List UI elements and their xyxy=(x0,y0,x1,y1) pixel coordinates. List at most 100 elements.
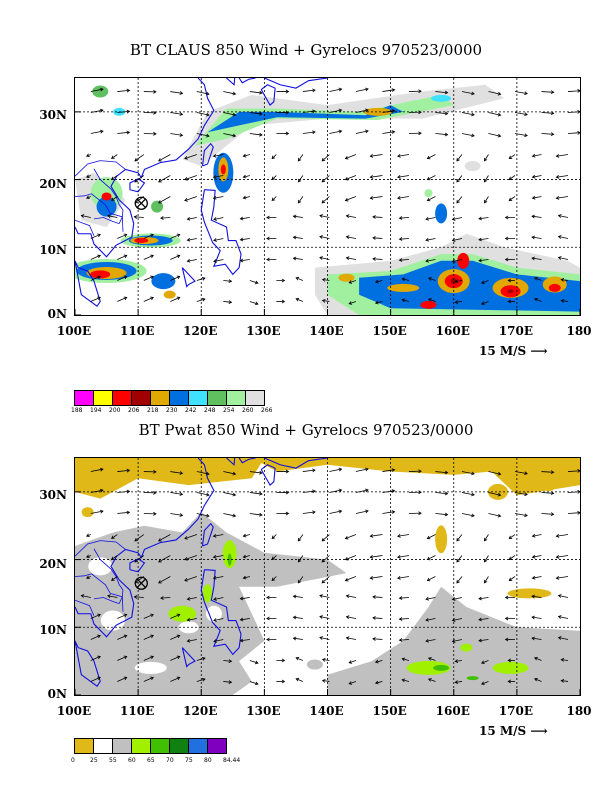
wind-arrow xyxy=(428,657,436,661)
wind-arrow xyxy=(397,534,409,537)
wind-arrow-head xyxy=(550,470,555,475)
wind-arrow xyxy=(329,109,342,113)
wind-arrow-head xyxy=(97,613,101,618)
wind-arrow-head xyxy=(534,276,538,281)
wind-arrow-head xyxy=(478,216,482,221)
wind-arrow-head xyxy=(401,657,406,662)
wind-arrow-head xyxy=(338,108,343,113)
wind-arrow-head xyxy=(372,257,376,261)
wind-arrow xyxy=(143,297,154,302)
wind-arrow-head xyxy=(454,300,459,304)
wind-arrow-head xyxy=(483,178,488,183)
wind-arrow-head xyxy=(348,660,353,664)
wind-arrow-head xyxy=(391,510,396,514)
wind-arrow-head xyxy=(254,681,259,686)
wind-arrow-head xyxy=(271,197,276,202)
wind-arrow xyxy=(196,471,210,475)
wind-arrow xyxy=(541,471,554,473)
colorbar-label: 80 xyxy=(204,757,212,764)
wind-arrow-head xyxy=(285,110,290,115)
wind-arrow-head xyxy=(212,554,217,559)
lon-label: 170E xyxy=(498,704,533,718)
wind-arrow-head xyxy=(531,153,536,158)
wind-arrow-head xyxy=(398,237,403,241)
wind-arrow xyxy=(271,154,277,159)
wind-arrow xyxy=(478,238,489,241)
pwat-cell xyxy=(406,660,451,675)
wind-arrow-head xyxy=(111,535,115,539)
wind-arrow xyxy=(452,217,463,220)
wind-arrow xyxy=(478,597,489,600)
wind-arrow xyxy=(158,196,171,204)
wind-arrow xyxy=(567,512,580,514)
wind-arrow-head xyxy=(418,110,422,115)
wind-arrow-head xyxy=(123,613,128,618)
wind-arrow-head xyxy=(99,87,104,92)
cloud-cell xyxy=(457,252,470,269)
coastline xyxy=(238,78,256,84)
coastline xyxy=(200,569,242,656)
wind-arrow xyxy=(293,616,303,619)
wind-arrow-head xyxy=(425,638,429,643)
wind-arrow xyxy=(249,471,263,474)
wind-arrow-head xyxy=(111,155,115,159)
wind-arrow xyxy=(508,175,516,180)
wind-arrow xyxy=(508,555,516,560)
wind-arrow-head xyxy=(497,513,502,518)
wind-arrow xyxy=(213,196,224,199)
wind-arrow-head xyxy=(391,88,396,92)
wind-arrow-head xyxy=(426,556,431,561)
wind-arrow-head xyxy=(391,130,396,134)
wind-arrow-head xyxy=(242,533,247,538)
wind-arrow-head xyxy=(133,215,138,219)
wind-arrow-head xyxy=(266,257,270,262)
wind-arrow xyxy=(427,555,436,560)
wind-arrow xyxy=(508,196,516,201)
wind-arrow-head xyxy=(184,177,188,181)
cloud-cell xyxy=(420,300,437,309)
wind-arrow-head xyxy=(312,109,316,114)
wind-arrow-head xyxy=(319,235,323,239)
wind-arrow-head xyxy=(454,659,459,663)
wind-arrow xyxy=(349,301,357,305)
wind-arrow xyxy=(187,639,197,642)
wind-arrow xyxy=(213,555,224,558)
wind-arrow xyxy=(488,133,501,137)
wind-arrow-head xyxy=(153,469,157,474)
wind-arrow-head xyxy=(212,575,217,580)
panel1-title: BT CLAUS 850 Wind + Gyrelocs 970523/0000 xyxy=(129,41,483,59)
wind-arrow xyxy=(402,278,410,281)
wind-arrow-head xyxy=(391,109,396,113)
wind-arrow xyxy=(223,133,236,137)
pwat-region xyxy=(507,588,552,599)
colorbar-label: 60 xyxy=(128,757,136,764)
wind-arrow-head xyxy=(557,636,562,640)
wind-arrow xyxy=(397,154,409,157)
wind-arrow xyxy=(532,196,542,199)
cloud-cell xyxy=(507,289,514,294)
country-border xyxy=(75,540,126,557)
scale-arrow-icon: ⟶ xyxy=(530,724,548,738)
wind-arrow-head xyxy=(397,554,401,559)
wind-arrow-head xyxy=(150,275,154,280)
wind-arrow-head xyxy=(345,256,350,261)
wind-arrow xyxy=(375,681,383,684)
wind-arrow-head xyxy=(369,154,374,158)
wind-arrow xyxy=(558,637,569,640)
country-border xyxy=(75,160,126,177)
wind-arrow-head xyxy=(560,278,565,282)
wind-arrow xyxy=(249,133,263,136)
wind-arrow xyxy=(196,91,210,95)
wind-arrow xyxy=(345,534,357,539)
wind-arrow xyxy=(213,259,224,262)
wind-arrow xyxy=(382,469,395,472)
wind-arrow-head xyxy=(206,133,210,138)
wind-arrow xyxy=(271,175,277,180)
cloud-cell xyxy=(338,273,355,282)
wind-arrow xyxy=(117,131,130,134)
wind-arrow-head xyxy=(557,594,562,598)
wind-arrow xyxy=(271,196,277,201)
panel2-title: BT Pwat 850 Wind + Gyrelocs 970523/0000 xyxy=(138,421,474,439)
coastline xyxy=(129,558,146,573)
wind-arrow xyxy=(297,534,304,542)
